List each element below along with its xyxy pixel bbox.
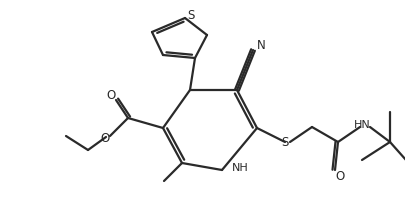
Text: S: S xyxy=(187,9,194,21)
Text: O: O xyxy=(106,89,115,101)
Text: NH: NH xyxy=(231,163,248,173)
Text: O: O xyxy=(100,132,109,146)
Text: N: N xyxy=(256,39,265,52)
Text: HN: HN xyxy=(353,120,369,130)
Text: S: S xyxy=(281,135,288,149)
Text: O: O xyxy=(335,169,344,183)
